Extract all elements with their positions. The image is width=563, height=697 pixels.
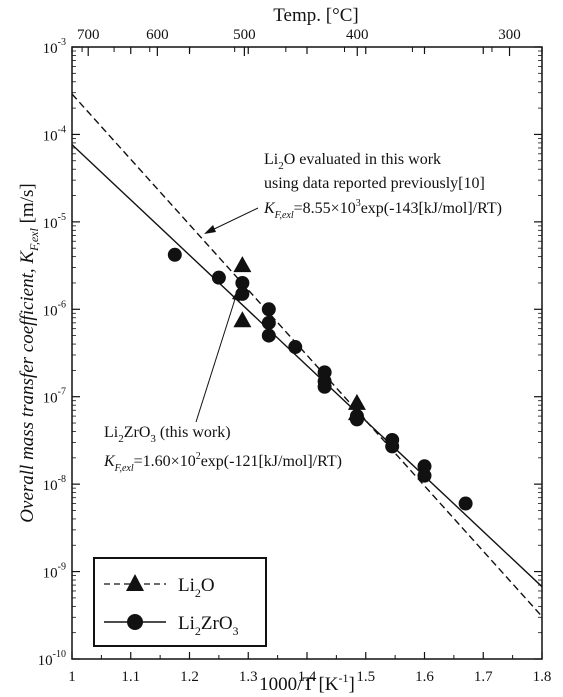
top-tick-label: 600 bbox=[146, 27, 169, 43]
y-tick-label: 10-9 bbox=[43, 562, 66, 582]
data-point-circle bbox=[261, 328, 276, 343]
annotation-li2o-equation: KF,exl=8.55×103exp(-143[kJ/mol]/RT) bbox=[263, 198, 502, 221]
axis-ticks: 1 1.1 1.2 1.3 1.4 1.5 1.6 1.7 1.8 10-10 10-9 10-8 10… bbox=[38, 27, 552, 685]
data-point-circle bbox=[261, 302, 276, 317]
annotation-li2o: Li2O evaluated in this work using data r… bbox=[204, 151, 502, 234]
data-point-triangle bbox=[233, 311, 252, 328]
top-tick-label: 700 bbox=[77, 27, 100, 43]
y-tick-label: 10-4 bbox=[43, 124, 66, 144]
fit-line-triangle bbox=[71, 93, 543, 617]
y-tick-label: 10-10 bbox=[38, 649, 66, 669]
fit-line-circle bbox=[71, 144, 543, 588]
data-point-circle bbox=[211, 270, 226, 285]
annotation-li2zro3: Li2ZrO3 (this work) KF,exl=1.60×102exp(-… bbox=[103, 290, 342, 474]
annotation-li2o-arrowhead bbox=[204, 225, 216, 234]
x-tick-label: 1.1 bbox=[121, 669, 140, 685]
legend-li2o-label: Li2O bbox=[178, 575, 215, 600]
legend: Li2O Li2ZrO3 bbox=[93, 557, 267, 647]
y-tick-label: 10-5 bbox=[43, 212, 66, 232]
data-point-circle bbox=[288, 340, 303, 355]
x-tick-label: 1.6 bbox=[415, 669, 434, 685]
top-tick-label: 300 bbox=[498, 27, 521, 43]
data-point-circle bbox=[385, 439, 400, 454]
y-tick-label: 10-7 bbox=[43, 387, 66, 407]
annotation-li2o-line1: Li2O evaluated in this work bbox=[264, 151, 441, 172]
x-tick-label: 1.3 bbox=[239, 669, 258, 685]
data-point-circle bbox=[235, 275, 250, 290]
data-point-circle bbox=[458, 496, 473, 511]
data-markers bbox=[167, 247, 473, 511]
legend-li2zro3-marker bbox=[127, 614, 143, 630]
annotation-li2zro3-arrowhead bbox=[232, 290, 240, 301]
annotation-li2o-line2: using data reported previously[10] bbox=[264, 175, 485, 192]
data-point-circle bbox=[261, 315, 276, 330]
annotation-li2zro3-line1: Li2ZrO3 (this work) bbox=[104, 424, 231, 445]
x-tick-label: 1.8 bbox=[533, 669, 552, 685]
y-tick-label: 10-8 bbox=[43, 474, 66, 494]
x-tick-label: 1 bbox=[68, 669, 76, 685]
annotation-li2o-arrow bbox=[209, 207, 259, 232]
x-tick-label: 1.4 bbox=[298, 669, 317, 685]
annotation-li2zro3-arrow bbox=[195, 295, 237, 423]
x-axis-label: 1000/T [K-1] bbox=[259, 671, 355, 695]
data-point-triangle bbox=[233, 256, 252, 273]
fit-lines bbox=[71, 93, 543, 617]
data-point-triangle bbox=[347, 393, 366, 410]
x-tick-label: 1.5 bbox=[356, 669, 375, 685]
legend-li2o-marker bbox=[126, 574, 144, 591]
top-tick-label: 400 bbox=[346, 27, 369, 43]
top-axis-label: Temp. [°C] bbox=[273, 5, 358, 26]
legend-li2zro3-label: Li2ZrO3 bbox=[178, 613, 239, 638]
data-point-circle bbox=[317, 379, 332, 394]
y-tick-label: 10-6 bbox=[43, 299, 66, 319]
top-tick-label: 500 bbox=[233, 27, 256, 43]
y-tick-label: 10-3 bbox=[43, 37, 66, 57]
x-tick-label: 1.2 bbox=[180, 669, 199, 685]
data-point-circle bbox=[349, 412, 364, 427]
data-point-circle bbox=[417, 468, 432, 483]
y-axis-label: Overall mass transfer coefficient, KF,ex… bbox=[17, 183, 41, 522]
data-point-circle bbox=[167, 247, 182, 262]
legend-box bbox=[93, 557, 267, 647]
annotation-li2zro3-equation: KF,exl=1.60×102exp(-121[kJ/mol]/RT) bbox=[103, 451, 342, 474]
x-tick-label: 1.7 bbox=[474, 669, 493, 685]
